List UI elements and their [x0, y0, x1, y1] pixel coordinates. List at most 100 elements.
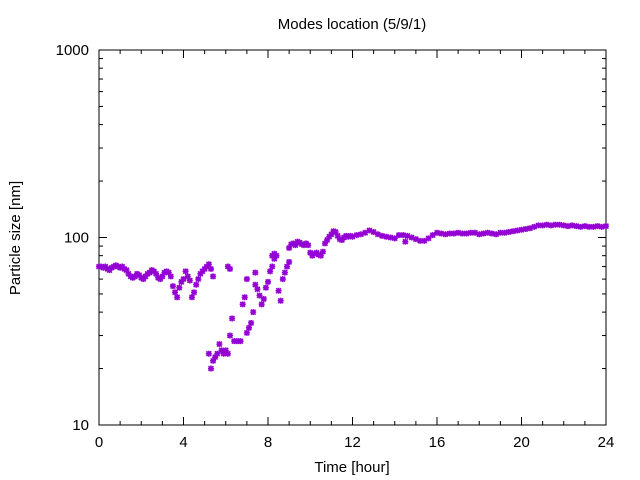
data-point [184, 273, 191, 280]
data-point [412, 236, 419, 243]
data-point [518, 226, 525, 233]
data-point [362, 229, 369, 236]
data-point [472, 229, 479, 236]
data-point [178, 278, 185, 285]
data-point [332, 228, 339, 235]
data-point [271, 255, 278, 262]
data-point [334, 232, 341, 239]
data-point [267, 268, 274, 275]
data-point [292, 242, 299, 249]
data-point [243, 329, 250, 336]
data-point [501, 229, 508, 236]
data-point [564, 223, 571, 230]
data-point [434, 229, 440, 236]
data-point [379, 232, 386, 239]
data-point [442, 231, 449, 238]
data-point [286, 259, 293, 266]
data-point [581, 223, 588, 230]
data-point [450, 230, 457, 237]
data-point [226, 265, 233, 272]
data-point [167, 273, 174, 280]
data-point [254, 286, 261, 293]
data-point [262, 284, 269, 291]
data-point [271, 250, 278, 257]
x-tick-label: 12 [344, 434, 361, 451]
data-point [275, 287, 282, 294]
data-point [180, 276, 187, 283]
data-point [417, 237, 424, 244]
data-point [226, 332, 233, 339]
data-point [353, 232, 360, 239]
data-point [548, 222, 555, 229]
data-point [222, 347, 229, 354]
data-point [212, 354, 219, 361]
x-tick-label: 16 [429, 434, 446, 451]
tick-labels: 0 4 8 12 16 20 24 10 100 1000 [56, 42, 615, 451]
data-point [594, 223, 601, 230]
data-point [265, 278, 271, 285]
data-point [425, 235, 432, 242]
data-point [191, 289, 198, 296]
data-point [229, 315, 236, 322]
data-point [573, 223, 580, 230]
data-point [258, 301, 265, 308]
data-point [182, 268, 189, 275]
data-point [383, 233, 390, 240]
data-point [395, 232, 402, 239]
data-point [294, 238, 301, 245]
data-point [260, 295, 267, 302]
data-point [123, 267, 130, 274]
data-point [598, 223, 605, 230]
chart-title: Modes location (5/9/1) [278, 16, 426, 33]
data-point [165, 269, 172, 276]
y-tick-label: 10 [72, 417, 89, 434]
data-point [522, 226, 529, 233]
data-point [539, 222, 546, 229]
data-point [243, 276, 250, 283]
data-point [220, 350, 227, 357]
y-tick-label: 100 [64, 230, 89, 247]
data-point [284, 263, 291, 270]
data-point [322, 240, 329, 247]
data-point [210, 273, 217, 280]
data-point [239, 301, 246, 308]
data-point [421, 237, 428, 244]
data-point [488, 230, 495, 237]
x-tick-label: 20 [513, 434, 530, 451]
data-point [480, 230, 487, 237]
data-point [438, 230, 445, 237]
y-tick-label: 1000 [56, 42, 89, 59]
data-point [288, 241, 295, 248]
data-point [286, 244, 293, 251]
data-point [188, 294, 195, 301]
data-point [307, 249, 314, 256]
data-point [552, 221, 559, 228]
data-point [176, 284, 183, 291]
data-point [543, 221, 550, 228]
data-point [366, 227, 373, 234]
data-point [347, 232, 354, 239]
data-point [345, 233, 352, 240]
data-point [252, 281, 259, 288]
data-point [463, 230, 470, 237]
data-point [370, 228, 377, 235]
data-point [569, 222, 576, 229]
data-point [205, 350, 212, 357]
data-point [169, 283, 176, 290]
data-point [214, 350, 221, 357]
data-point [193, 281, 200, 288]
data-point [455, 229, 462, 236]
axis-ticks [98, 49, 607, 426]
data-point [404, 232, 411, 239]
data-point [387, 234, 394, 241]
data-point [374, 231, 381, 238]
y-axis-label: Particle size [nm] [7, 181, 24, 295]
data-point [467, 229, 474, 236]
data-point [603, 223, 609, 230]
data-point [207, 265, 214, 272]
x-axis-label: Time [hour] [314, 459, 389, 476]
data-point [186, 277, 193, 284]
data-point [391, 235, 398, 242]
data-point [586, 223, 593, 230]
data-point [446, 230, 453, 237]
